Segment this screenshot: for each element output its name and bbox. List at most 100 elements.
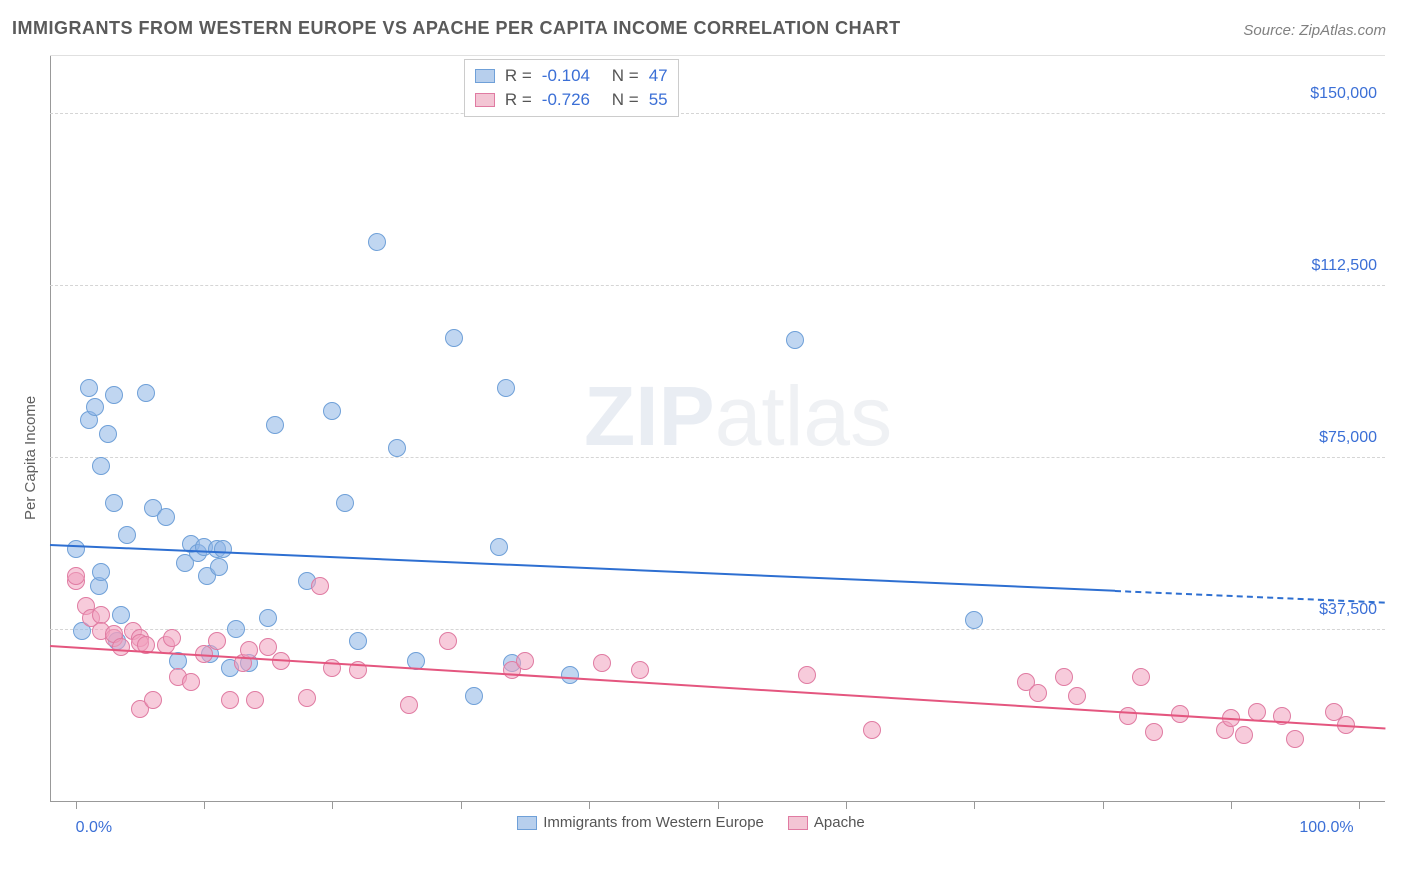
y-tick-label: $37,500	[1319, 601, 1377, 619]
scatter-point	[1119, 707, 1137, 725]
scatter-point	[368, 233, 386, 251]
legend-R-value: -0.104	[542, 66, 602, 86]
legend-stats-row: R = -0.726 N = 55	[475, 88, 668, 112]
legend-swatch	[475, 69, 495, 83]
scatter-point	[266, 416, 284, 434]
x-tick	[204, 801, 205, 809]
scatter-point	[118, 526, 136, 544]
legend-swatch	[517, 816, 537, 830]
legend-N-label: N =	[612, 66, 639, 86]
legend-stats-row: R = -0.104 N = 47	[475, 64, 668, 88]
x-tick-label: 100.0%	[1299, 819, 1353, 837]
x-tick	[846, 801, 847, 809]
scatter-point	[965, 611, 983, 629]
scatter-point	[1055, 668, 1073, 686]
scatter-point	[439, 632, 457, 650]
gridline	[50, 113, 1385, 114]
scatter-point	[105, 386, 123, 404]
source-label: Source:	[1243, 22, 1295, 39]
legend-item-label: Immigrants from Western Europe	[543, 814, 764, 831]
scatter-point	[208, 632, 226, 650]
x-tick	[76, 801, 77, 809]
x-tick	[332, 801, 333, 809]
scatter-point	[246, 691, 264, 709]
legend-R-value: -0.726	[542, 90, 602, 110]
y-tick-label: $150,000	[1310, 85, 1377, 103]
scatter-point	[92, 457, 110, 475]
scatter-point	[182, 673, 200, 691]
x-tick	[461, 801, 462, 809]
legend-N-value: 47	[649, 66, 668, 86]
scatter-point	[67, 540, 85, 558]
y-tick-label: $75,000	[1319, 429, 1377, 447]
scatter-point	[144, 691, 162, 709]
y-axis-line	[50, 56, 51, 801]
scatter-point	[157, 508, 175, 526]
gridline	[50, 285, 1385, 286]
scatter-point	[388, 439, 406, 457]
scatter-point	[99, 425, 117, 443]
scatter-point	[92, 563, 110, 581]
y-axis-label: Per Capita Income	[22, 396, 39, 520]
legend-swatch	[788, 816, 808, 830]
scatter-point	[105, 494, 123, 512]
scatter-point	[311, 577, 329, 595]
x-tick	[718, 801, 719, 809]
scatter-point	[137, 384, 155, 402]
scatter-point	[214, 540, 232, 558]
scatter-point	[210, 558, 228, 576]
scatter-point	[86, 398, 104, 416]
legend-item: Apache	[788, 814, 865, 831]
scatter-point	[323, 402, 341, 420]
gridline	[50, 457, 1385, 458]
scatter-point	[221, 691, 239, 709]
scatter-point	[163, 629, 181, 647]
scatter-point	[349, 632, 367, 650]
scatter-point	[490, 538, 508, 556]
legend-R-label: R =	[505, 90, 532, 110]
x-tick	[1359, 801, 1360, 809]
scatter-plot: $37,500$75,000$112,500$150,0000.0%100.0%	[50, 55, 1385, 800]
scatter-point	[863, 721, 881, 739]
scatter-point	[465, 687, 483, 705]
scatter-point	[227, 620, 245, 638]
legend-stats: R = -0.104 N = 47 R = -0.726 N = 55	[464, 59, 679, 117]
scatter-point	[298, 689, 316, 707]
scatter-point	[112, 638, 130, 656]
scatter-point	[1145, 723, 1163, 741]
scatter-point	[786, 331, 804, 349]
scatter-point	[259, 609, 277, 627]
scatter-point	[445, 329, 463, 347]
legend-item-label: Apache	[814, 814, 865, 831]
source-value: ZipAtlas.com	[1299, 22, 1386, 39]
x-tick	[1231, 801, 1232, 809]
scatter-point	[112, 606, 130, 624]
scatter-point	[1132, 668, 1150, 686]
scatter-point	[67, 567, 85, 585]
scatter-point	[1029, 684, 1047, 702]
scatter-point	[593, 654, 611, 672]
x-tick	[974, 801, 975, 809]
scatter-point	[400, 696, 418, 714]
source-link[interactable]: Source: ZipAtlas.com	[1243, 22, 1386, 39]
scatter-point	[336, 494, 354, 512]
scatter-point	[516, 652, 534, 670]
scatter-point	[1286, 730, 1304, 748]
scatter-point	[1235, 726, 1253, 744]
chart-title: IMMIGRANTS FROM WESTERN EUROPE VS APACHE…	[12, 18, 901, 39]
legend-item: Immigrants from Western Europe	[517, 814, 764, 831]
gridline	[50, 629, 1385, 630]
scatter-point	[561, 666, 579, 684]
legend-N-value: 55	[649, 90, 668, 110]
legend-swatch	[475, 93, 495, 107]
x-tick-label: 0.0%	[76, 819, 112, 837]
x-tick	[1103, 801, 1104, 809]
trend-line	[1115, 590, 1385, 604]
scatter-point	[80, 379, 98, 397]
trend-line	[50, 645, 1385, 730]
scatter-point	[798, 666, 816, 684]
legend-R-label: R =	[505, 66, 532, 86]
legend-N-label: N =	[612, 90, 639, 110]
scatter-point	[1248, 703, 1266, 721]
scatter-point	[497, 379, 515, 397]
